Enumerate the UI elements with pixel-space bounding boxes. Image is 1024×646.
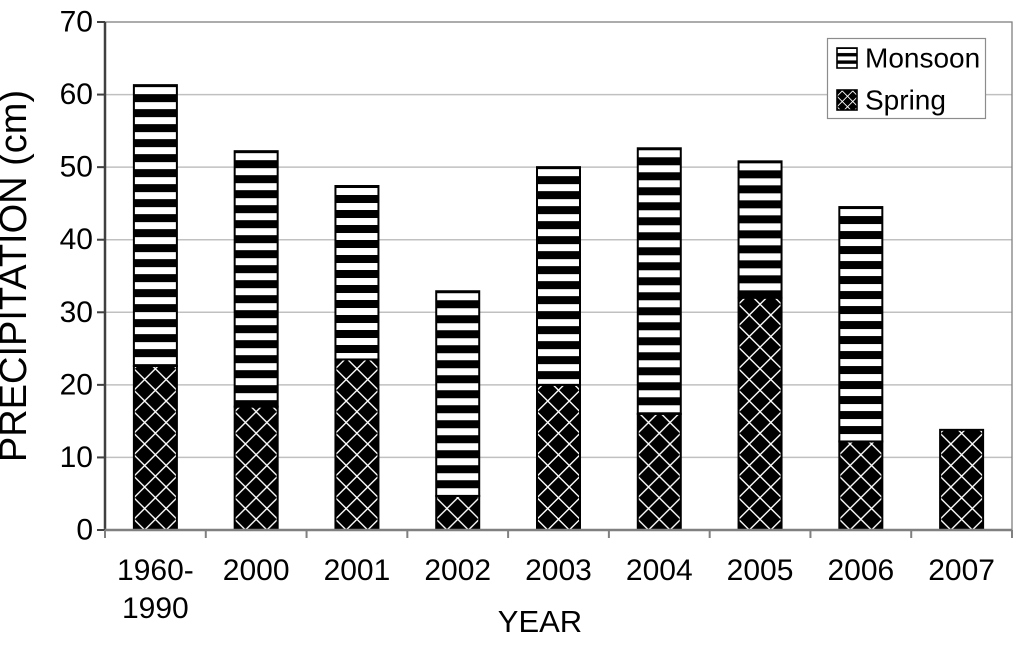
y-tick-label-50: 50 (60, 151, 93, 184)
x-axis-title: YEAR (498, 604, 582, 639)
bar-segment-spring-2003 (536, 383, 581, 531)
x-tick-label-2007: 2007 (928, 554, 995, 587)
bar-segment-spring-2002 (435, 494, 481, 531)
bar-segment-monsoon-2004 (636, 147, 682, 415)
bar-segment-monsoon-2002 (435, 290, 481, 497)
x-tick-label-2001: 2001 (324, 554, 391, 587)
legend-swatch-monsoon-icon (836, 47, 858, 69)
y-tick-label-20: 20 (60, 368, 93, 401)
y-tick-label-60: 60 (60, 78, 93, 111)
bar-segment-monsoon-2003 (536, 166, 581, 386)
bar-segment-spring-2000 (233, 405, 279, 531)
x-tick-label-1960-1990: 1960-1990 (117, 554, 194, 625)
x-tick-label-2002: 2002 (424, 554, 491, 587)
x-tick-label-2003: 2003 (525, 554, 592, 587)
x-axis: 1960-1990 2000 2001 2002 2003 2004 2005 2006 200… (104, 530, 1013, 625)
bar-segment-monsoon-1960-1990 (132, 84, 178, 367)
bar-segment-spring-2006 (838, 440, 884, 531)
y-tick-label-30: 30 (60, 296, 93, 329)
bar-segment-monsoon-2006 (838, 206, 884, 443)
bar-segment-spring-2001 (334, 358, 380, 532)
bars (132, 84, 985, 532)
y-tick-label-10: 10 (60, 441, 93, 474)
y-axis: 0 10 20 30 40 50 60 70 (60, 6, 105, 547)
bar-segment-spring-2004 (636, 412, 682, 531)
bar-segment-monsoon-2005 (737, 160, 783, 299)
bar-segment-spring-1960-1990 (132, 364, 178, 532)
x-tick-label-2004: 2004 (626, 554, 693, 587)
x-tick-label-2006: 2006 (827, 554, 894, 587)
x-tick-label-2000: 2000 (223, 554, 290, 587)
y-tick-label-0: 0 (76, 514, 93, 547)
bar-segment-monsoon-2000 (233, 150, 279, 408)
bar-segment-spring-2005 (737, 296, 783, 531)
bar-segment-spring-2007 (939, 428, 985, 532)
legend-label-monsoon: Monsoon (865, 43, 980, 74)
legend-label-spring: Spring (865, 85, 946, 116)
bar-segment-monsoon-2001 (334, 185, 380, 361)
legend-swatch-spring-icon (836, 89, 858, 111)
legend: Monsoon Spring (826, 37, 987, 120)
y-tick-label-40: 40 (60, 223, 93, 256)
y-tick-label-70: 70 (60, 6, 93, 39)
y-axis-title: PRECIPITATION (cm) (0, 90, 35, 462)
x-tick-label-2005: 2005 (727, 554, 794, 587)
